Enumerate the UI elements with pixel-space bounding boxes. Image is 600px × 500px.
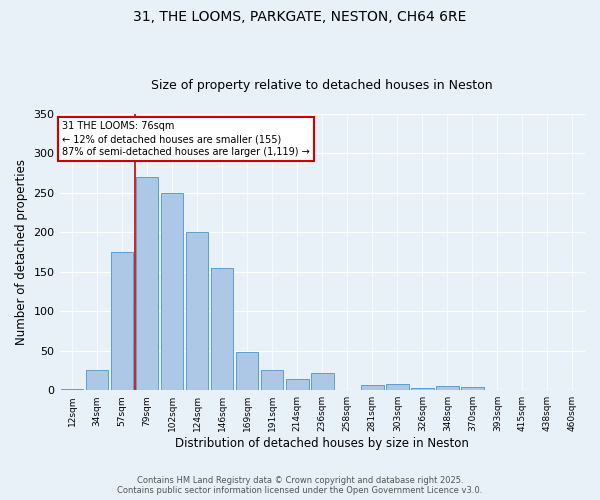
Bar bbox=[86, 370, 109, 390]
Title: Size of property relative to detached houses in Neston: Size of property relative to detached ho… bbox=[151, 79, 493, 92]
Bar bbox=[161, 193, 184, 390]
Bar bbox=[236, 352, 259, 390]
Bar bbox=[111, 252, 133, 390]
X-axis label: Distribution of detached houses by size in Neston: Distribution of detached houses by size … bbox=[175, 437, 469, 450]
Bar bbox=[311, 373, 334, 390]
Bar bbox=[286, 379, 308, 390]
Bar bbox=[386, 384, 409, 390]
Bar bbox=[411, 388, 434, 390]
Bar bbox=[211, 268, 233, 390]
Bar bbox=[361, 384, 383, 390]
Text: Contains HM Land Registry data © Crown copyright and database right 2025.
Contai: Contains HM Land Registry data © Crown c… bbox=[118, 476, 482, 495]
Bar bbox=[461, 387, 484, 390]
Bar bbox=[186, 232, 208, 390]
Text: 31, THE LOOMS, PARKGATE, NESTON, CH64 6RE: 31, THE LOOMS, PARKGATE, NESTON, CH64 6R… bbox=[133, 10, 467, 24]
Y-axis label: Number of detached properties: Number of detached properties bbox=[15, 159, 28, 345]
Bar bbox=[136, 177, 158, 390]
Bar bbox=[261, 370, 283, 390]
Text: 31 THE LOOMS: 76sqm
← 12% of detached houses are smaller (155)
87% of semi-detac: 31 THE LOOMS: 76sqm ← 12% of detached ho… bbox=[62, 121, 310, 158]
Bar bbox=[436, 386, 458, 390]
Bar bbox=[61, 388, 83, 390]
